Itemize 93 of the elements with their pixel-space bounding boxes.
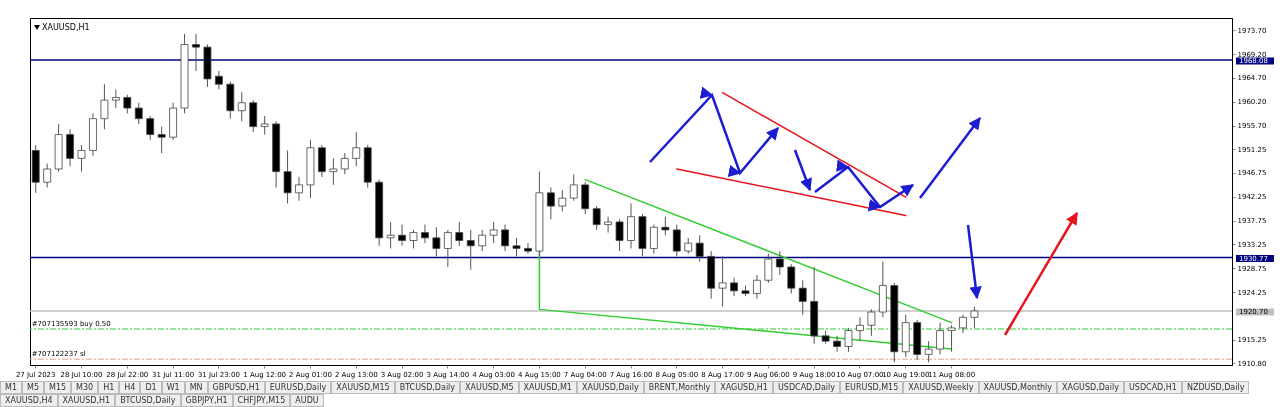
text: XAUUSD,M5	[460, 381, 519, 394]
candlestick	[787, 263, 796, 294]
candlestick	[237, 91, 246, 122]
candlestick	[730, 277, 738, 297]
text: BRENT,Monthly	[643, 381, 716, 394]
candlestick	[157, 126, 166, 154]
candlestick	[970, 306, 979, 329]
text: XAUUSD,Daily	[576, 381, 644, 394]
candlestick	[386, 221, 395, 249]
candlestick	[936, 322, 944, 355]
text: MN	[184, 381, 208, 394]
candlestick	[798, 279, 807, 316]
candlestick	[672, 224, 681, 257]
text: XAUUSD,Weekly	[903, 381, 979, 394]
candlestick	[352, 131, 361, 167]
candlestick	[123, 94, 132, 114]
candlestick	[627, 202, 635, 249]
candlestick	[214, 70, 223, 91]
candlestick	[443, 229, 452, 268]
candlestick	[856, 316, 864, 342]
candlestick	[134, 102, 143, 125]
candlestick	[478, 229, 487, 252]
text: XAGUSD,H1	[715, 381, 773, 394]
candlestick	[775, 250, 784, 276]
candlestick	[833, 335, 841, 353]
candlestick	[146, 115, 155, 141]
text: H1	[98, 381, 120, 394]
candlestick	[924, 340, 933, 363]
text: CHFJPY,M15	[232, 394, 291, 407]
text: W1	[161, 381, 185, 394]
candlestick	[661, 216, 670, 236]
text: XAUUSD,H4	[0, 394, 58, 407]
candlestick	[718, 255, 727, 308]
candlestick	[192, 33, 200, 72]
text: M15	[44, 381, 72, 394]
candlestick	[569, 173, 578, 202]
text: BTCUSD,Daily	[115, 394, 181, 407]
candlestick	[592, 205, 601, 231]
candlestick	[650, 224, 658, 255]
text: NZDUSD,Daily	[1181, 381, 1250, 394]
candlestick	[947, 324, 956, 353]
candlestick	[959, 314, 967, 334]
text: M5	[22, 381, 44, 394]
candlestick	[43, 163, 52, 189]
text: EURUSD,Daily	[264, 381, 332, 394]
text: H4	[119, 381, 141, 394]
candlestick	[615, 218, 624, 252]
candlestick	[558, 189, 567, 212]
candlestick	[295, 176, 303, 202]
candlestick	[409, 229, 418, 249]
text: XAUUSD,H1	[57, 394, 116, 407]
candlestick	[489, 221, 498, 244]
candlestick	[111, 89, 120, 109]
text: USDCAD,H1	[1123, 381, 1182, 394]
candlestick	[398, 224, 406, 247]
candlestick	[100, 83, 109, 130]
text: AUDU	[290, 394, 324, 407]
candlestick	[466, 229, 475, 271]
candlestick	[66, 128, 74, 167]
text: GBPUSD,H1	[207, 381, 265, 394]
text: XAUUSD,Monthly	[978, 381, 1058, 394]
candlestick	[753, 274, 761, 300]
text: EURUSD,M15	[840, 381, 904, 394]
candlestick	[501, 224, 509, 252]
text: XAUUSD,H1	[42, 23, 90, 32]
candlestick	[524, 242, 532, 255]
candlestick	[844, 327, 853, 353]
candlestick	[283, 149, 292, 204]
candlestick	[249, 99, 258, 133]
text: XAUUSD,M1	[518, 381, 577, 394]
candlestick	[260, 115, 269, 136]
candlestick	[421, 224, 429, 244]
text: USDCAD,Daily	[772, 381, 841, 394]
text: XAUUSD,M15	[331, 381, 395, 394]
candlestick	[340, 152, 349, 175]
candlestick	[764, 253, 773, 284]
candlestick	[318, 144, 326, 178]
candlestick	[604, 216, 612, 234]
text: D1	[140, 381, 162, 394]
text: GBPJPY,H1	[180, 394, 233, 407]
candlestick	[455, 221, 464, 247]
text: BTCUSD,Daily	[394, 381, 461, 394]
candlestick	[581, 181, 590, 215]
candlestick	[432, 226, 441, 257]
text: M30	[71, 381, 99, 394]
text: XAGUSD,Daily	[1057, 381, 1124, 394]
candlestick	[546, 187, 555, 220]
candlestick	[512, 237, 521, 257]
candlestick	[695, 234, 704, 263]
text: M1	[0, 381, 22, 394]
candlestick	[329, 157, 338, 186]
candlestick	[867, 308, 876, 337]
candlestick	[77, 144, 86, 173]
